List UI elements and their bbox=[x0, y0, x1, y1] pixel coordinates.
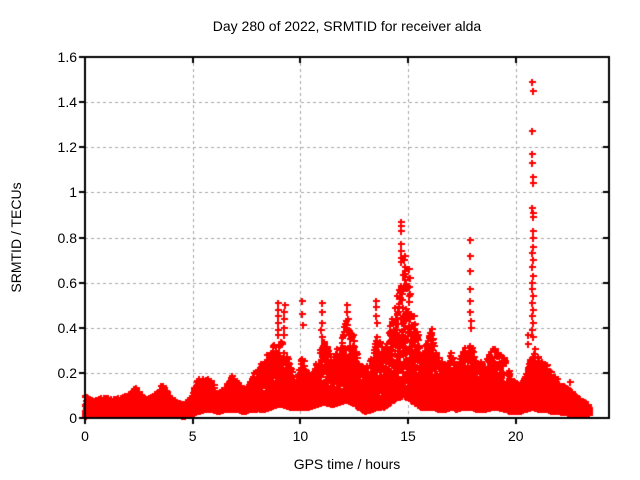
y-tick-label: 1.6 bbox=[57, 49, 77, 65]
y-tick-label: 0.6 bbox=[57, 274, 77, 291]
y-tick-label: 0 bbox=[69, 410, 77, 426]
y-tick-label: 1.2 bbox=[57, 139, 77, 156]
x-axis-label: GPS time / hours bbox=[293, 456, 401, 472]
y-tick-label: 1 bbox=[69, 184, 77, 201]
x-tick-label: 20 bbox=[507, 428, 524, 444]
y-axis-label: SRMTID / TECUs bbox=[8, 182, 24, 293]
chart-title: Day 280 of 2022, SRMTID for receiver ald… bbox=[212, 18, 482, 34]
y-tick-label: 0.8 bbox=[57, 229, 77, 246]
x-tick-label: 5 bbox=[188, 428, 197, 444]
y-tick-label: 1.4 bbox=[57, 94, 77, 111]
x-tick-label: 15 bbox=[400, 428, 416, 444]
x-tick-label: 0 bbox=[81, 428, 89, 444]
x-tick-label: 10 bbox=[292, 428, 309, 444]
y-tick-label: 0.2 bbox=[57, 364, 77, 381]
y-tick-label: 0.4 bbox=[57, 319, 77, 336]
